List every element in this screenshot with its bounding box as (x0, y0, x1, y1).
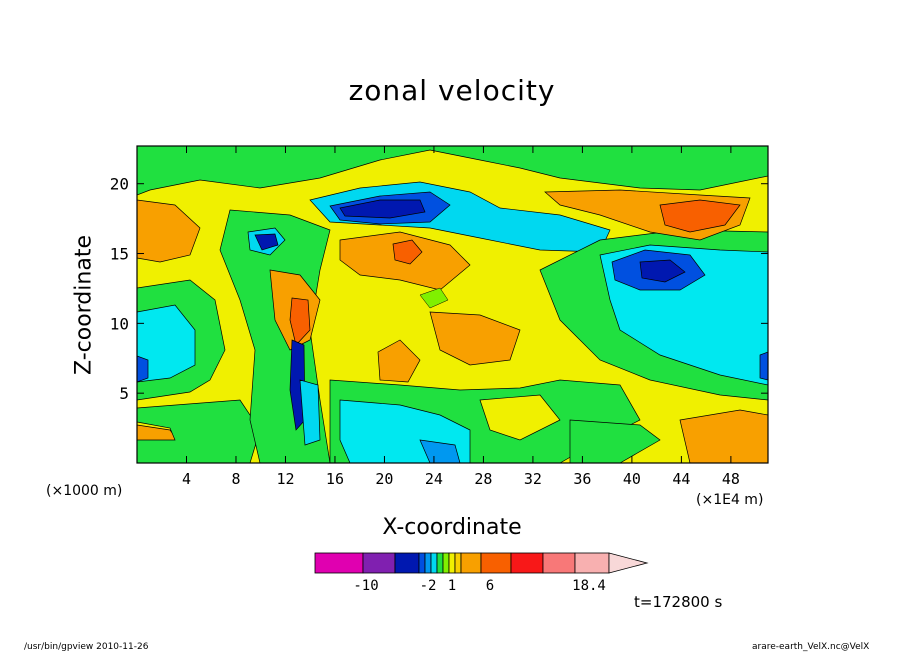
y-tick-label: 15 (110, 245, 129, 264)
x-tick-label: 16 (326, 470, 344, 488)
colorbar-segment (314, 552, 364, 574)
region-right-orangered (659, 199, 741, 233)
colorbar-segment (574, 552, 610, 574)
y-tick-label: 20 (110, 175, 129, 194)
x-unit-left: (×1000 m) (46, 483, 123, 499)
region-central-red (289, 297, 311, 346)
colorbar-segment (424, 552, 432, 574)
region-right-blue-edge (759, 351, 768, 381)
region-center-lower-orange (429, 311, 521, 366)
y-tick-label: 10 (110, 314, 129, 333)
colorbar-segment (454, 552, 462, 574)
colorbar-segment (430, 552, 438, 574)
colorbar-segment (448, 552, 456, 574)
region-right-darkblue (639, 259, 686, 283)
colorbar-segment (418, 552, 426, 574)
x-tick-label: 20 (375, 470, 393, 488)
footer-left: /usr/bin/gpview 2010-11-26 (24, 642, 149, 652)
region-lower-right-yellow (479, 394, 561, 441)
colorbar (314, 552, 649, 574)
x-tick-label: 4 (182, 470, 191, 488)
colorbar-segment (362, 552, 396, 574)
region-bottom-green (137, 399, 261, 463)
colorbar-tick-label: 18.4 (572, 578, 606, 594)
x-axis: 4 8 12 16 20 24 28 32 36 40 44 48 (182, 146, 740, 488)
y-axis: 5 10 15 20 (110, 175, 768, 403)
region-center-yellow-green (419, 287, 449, 309)
velocity-field (137, 146, 768, 463)
colorbar-extend-arrow (608, 552, 649, 574)
y-tick-label: 5 (119, 384, 129, 403)
region-bottom-right-orange (679, 409, 768, 463)
time-label: t=172800 s (634, 593, 723, 611)
x-tick-label: 48 (722, 470, 740, 488)
region-left-cyan (137, 304, 196, 383)
x-tick-label: 24 (425, 470, 443, 488)
region-left-blue (137, 355, 149, 383)
region-top-darkblue-1 (339, 199, 426, 219)
colorbar-segment (510, 552, 544, 574)
region-left-orange (137, 199, 201, 263)
colorbar-tick-label: 1 (447, 578, 457, 594)
region-bottom-right-green (569, 419, 661, 463)
colorbar-tick-label: 6 (485, 578, 495, 594)
region-central-dark (289, 339, 306, 431)
y-axis-label: Z-coordinate (71, 235, 97, 375)
x-tick-label: 32 (524, 470, 542, 488)
x-axis-label: X-coordinate (382, 515, 522, 540)
chart-title: zonal velocity (348, 74, 556, 107)
x-unit-right: (×1E4 m) (696, 492, 764, 508)
x-tick-label: 8 (231, 470, 240, 488)
x-tick-label: 36 (573, 470, 591, 488)
region-central-cyan (299, 379, 321, 446)
region-lower-blue (419, 439, 461, 463)
colorbar-segment (436, 552, 444, 574)
colorbar-segment (394, 552, 420, 574)
plot-frame (136, 145, 769, 464)
colorbar-tick-label: -2 (419, 578, 437, 594)
colorbar-segment (542, 552, 576, 574)
colorbar-segment (442, 552, 450, 574)
colorbar-segment (480, 552, 512, 574)
colorbar-segment (460, 552, 482, 574)
footer-right: arare-earth_VelX.nc@VelX (752, 642, 870, 652)
colorbar-tick-label: -10 (353, 578, 379, 594)
x-tick-label: 12 (276, 470, 294, 488)
region-center-red (392, 239, 423, 265)
region-mid-blue-small (254, 233, 279, 251)
x-tick-label: 44 (672, 470, 690, 488)
x-tick-label: 28 (474, 470, 492, 488)
region-upper-green (137, 146, 768, 196)
x-tick-label: 40 (623, 470, 641, 488)
region-small-orange (377, 339, 421, 383)
